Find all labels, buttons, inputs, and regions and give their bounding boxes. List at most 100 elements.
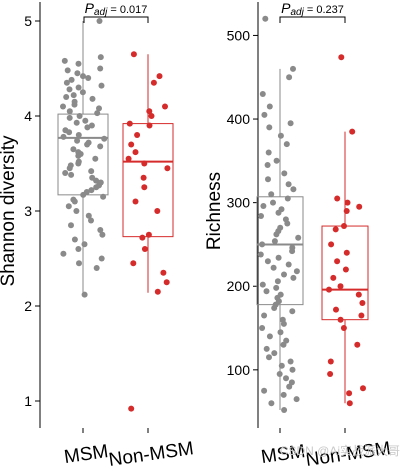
data-point bbox=[265, 176, 271, 182]
data-point bbox=[67, 115, 73, 121]
data-point bbox=[146, 232, 152, 238]
data-point bbox=[76, 260, 82, 266]
data-point bbox=[274, 158, 280, 164]
data-point bbox=[258, 213, 264, 219]
data-point bbox=[288, 359, 294, 365]
data-point bbox=[281, 321, 287, 327]
data-point bbox=[344, 208, 350, 214]
data-point bbox=[328, 359, 334, 365]
data-point bbox=[277, 371, 283, 377]
data-point bbox=[271, 305, 277, 311]
data-point bbox=[60, 251, 66, 257]
data-point bbox=[141, 175, 147, 181]
data-point bbox=[330, 275, 336, 281]
data-point bbox=[281, 170, 287, 176]
data-point bbox=[63, 94, 69, 100]
data-point bbox=[75, 246, 81, 252]
data-point bbox=[347, 400, 353, 406]
data-point bbox=[286, 74, 292, 80]
data-point bbox=[345, 200, 351, 206]
data-point bbox=[128, 406, 134, 412]
data-point bbox=[267, 333, 273, 339]
data-point bbox=[84, 142, 90, 148]
data-point bbox=[268, 191, 274, 197]
data-point bbox=[283, 375, 289, 381]
data-point bbox=[155, 289, 161, 295]
data-point bbox=[343, 267, 349, 273]
data-point bbox=[346, 390, 352, 396]
x-tick-label-non-msm: Non-MSM bbox=[107, 438, 195, 471]
data-point bbox=[128, 142, 134, 148]
p-value: = 0.237 bbox=[304, 4, 344, 16]
data-point bbox=[333, 307, 339, 313]
data-point bbox=[101, 136, 107, 142]
data-point bbox=[157, 73, 163, 79]
data-point bbox=[84, 124, 90, 130]
data-point bbox=[276, 210, 282, 216]
data-point bbox=[65, 67, 71, 73]
data-point bbox=[149, 113, 155, 119]
data-point bbox=[154, 208, 160, 214]
data-point bbox=[356, 204, 362, 210]
data-point bbox=[97, 18, 103, 24]
data-point bbox=[80, 192, 86, 198]
data-point bbox=[265, 258, 271, 264]
data-point bbox=[338, 317, 344, 323]
data-point bbox=[94, 110, 100, 116]
data-point bbox=[82, 118, 88, 124]
data-point bbox=[266, 124, 272, 130]
data-point bbox=[72, 237, 78, 243]
y-axis-title: Richness bbox=[204, 172, 225, 250]
data-point bbox=[74, 120, 80, 126]
y-tick-label: 400 bbox=[227, 111, 251, 127]
data-point bbox=[278, 329, 284, 335]
data-point bbox=[260, 282, 266, 288]
data-point bbox=[66, 129, 72, 135]
data-point bbox=[68, 222, 74, 228]
data-point bbox=[289, 308, 295, 314]
data-point bbox=[142, 246, 148, 252]
data-point bbox=[67, 86, 73, 92]
data-point bbox=[80, 89, 86, 95]
data-point bbox=[134, 132, 140, 138]
data-point bbox=[268, 400, 274, 406]
data-point bbox=[271, 265, 277, 271]
y-tick-label: 1 bbox=[24, 393, 32, 409]
data-point bbox=[97, 66, 103, 72]
data-point bbox=[285, 196, 291, 202]
data-point bbox=[71, 92, 77, 98]
data-point bbox=[261, 388, 267, 394]
data-point bbox=[131, 51, 137, 57]
data-point bbox=[162, 104, 168, 110]
data-point bbox=[259, 325, 265, 331]
data-point bbox=[264, 288, 270, 294]
data-point bbox=[359, 300, 365, 306]
data-point bbox=[265, 162, 271, 168]
data-point bbox=[68, 172, 74, 178]
data-point bbox=[281, 272, 287, 278]
data-point bbox=[276, 255, 282, 261]
data-point bbox=[98, 54, 104, 60]
data-point bbox=[67, 108, 73, 114]
data-point bbox=[66, 203, 72, 209]
data-point bbox=[360, 385, 366, 391]
data-point bbox=[275, 278, 281, 284]
data-point bbox=[358, 313, 364, 319]
data-point bbox=[88, 218, 94, 224]
data-point bbox=[290, 367, 296, 373]
data-point bbox=[338, 283, 344, 289]
data-point bbox=[261, 313, 267, 319]
data-point bbox=[130, 260, 136, 266]
data-point bbox=[164, 165, 170, 171]
p-value: = 0.017 bbox=[107, 4, 147, 16]
data-point bbox=[289, 248, 295, 254]
data-point bbox=[290, 66, 296, 72]
data-point bbox=[97, 143, 103, 149]
data-point bbox=[294, 396, 300, 402]
data-point bbox=[290, 275, 296, 281]
data-point bbox=[281, 392, 287, 398]
